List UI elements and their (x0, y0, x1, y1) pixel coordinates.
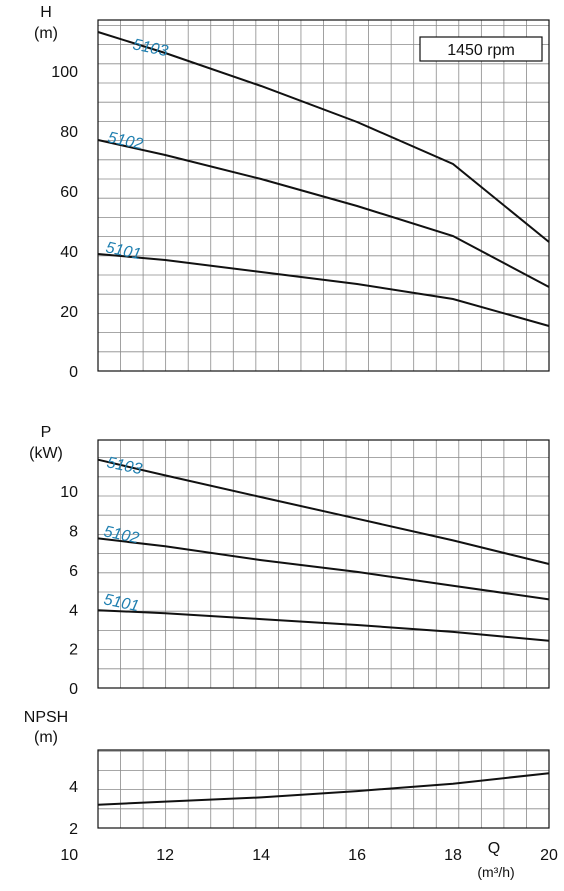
curve-5101 (97, 609, 550, 642)
y-tick-label: 4 (69, 602, 78, 619)
y-axis-title: P (41, 424, 52, 441)
y-tick-label: 80 (60, 124, 78, 141)
y-axis-title: NPSH (24, 709, 68, 726)
y-tick-label: 8 (69, 524, 78, 541)
series-label-5102: 5102 (102, 523, 140, 547)
curve-5103 (97, 458, 550, 565)
x-tick-label: 12 (156, 847, 174, 864)
y-tick-label: 100 (51, 64, 78, 81)
y-tick-label: 6 (69, 563, 78, 580)
curve-5101 (97, 253, 550, 327)
curve-5103 (97, 31, 550, 243)
x-tick-label: 14 (252, 847, 270, 864)
y-tick-label: 0 (69, 681, 78, 698)
y-tick-label: 4 (69, 779, 78, 796)
x-tick-label: 10 (60, 847, 78, 864)
plot-frame (97, 19, 550, 372)
y-axis-unit: (kW) (29, 445, 63, 462)
speed-label: 1450 rpm (447, 42, 515, 59)
curve-5102 (97, 537, 550, 601)
npsh-panel: 2 4 NPSH (m) 10 12 14 16 18 20 Q (m³/h) (24, 709, 558, 880)
x-tick-label: 18 (444, 847, 462, 864)
x-axis-title: Q (488, 840, 500, 857)
y-tick-label: 2 (69, 642, 78, 659)
x-tick-label: 16 (348, 847, 366, 864)
curve-npsh (97, 772, 550, 806)
curve-5102 (97, 139, 550, 288)
y-tick-label: 40 (60, 244, 78, 261)
series-label-5101: 5101 (104, 239, 142, 263)
y-tick-label: 10 (60, 484, 78, 501)
y-tick-label: 60 (60, 184, 78, 201)
series-label-5102: 5102 (106, 129, 144, 153)
y-axis-unit: (m) (34, 25, 58, 42)
x-tick-label: 20 (540, 847, 558, 864)
y-tick-label: 2 (69, 821, 78, 838)
y-tick-label: 20 (60, 304, 78, 321)
speed-box (419, 36, 543, 62)
x-axis-unit: (m³/h) (477, 864, 514, 880)
series-label-5103: 5103 (131, 36, 169, 60)
y-axis-unit: (m) (34, 729, 58, 746)
plot-frame (97, 749, 550, 829)
head-panel: 0 20 40 60 80 100 H (m) 5103 5102 5101 1450 rpm (34, 4, 550, 381)
y-tick-label: 0 (69, 364, 78, 381)
y-axis-title: H (40, 4, 52, 21)
